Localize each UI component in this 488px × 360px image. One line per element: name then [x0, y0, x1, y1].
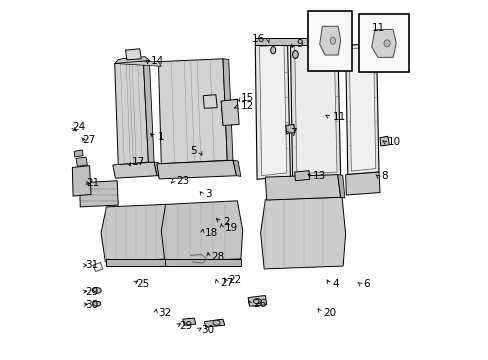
Polygon shape [161, 201, 242, 262]
Polygon shape [371, 30, 395, 57]
Text: 13: 13 [312, 171, 325, 181]
Text: 11: 11 [371, 23, 384, 33]
Bar [358, 14, 408, 72]
Polygon shape [154, 162, 161, 176]
Ellipse shape [383, 40, 389, 47]
Text: 25: 25 [136, 279, 149, 289]
Polygon shape [255, 41, 290, 179]
Polygon shape [164, 259, 241, 266]
Text: 27: 27 [220, 278, 233, 288]
Text: 26: 26 [253, 299, 266, 309]
Polygon shape [80, 181, 118, 207]
Text: 31: 31 [85, 260, 98, 270]
Text: 29: 29 [179, 321, 192, 331]
Text: 16: 16 [251, 35, 265, 44]
Text: 30: 30 [201, 325, 213, 335]
Polygon shape [115, 60, 161, 66]
Text: 12: 12 [241, 102, 254, 112]
Polygon shape [285, 125, 294, 134]
Text: 5: 5 [190, 146, 197, 156]
Polygon shape [294, 171, 309, 181]
Text: 22: 22 [228, 275, 241, 285]
Text: 21: 21 [86, 178, 99, 188]
Ellipse shape [270, 46, 275, 54]
Polygon shape [337, 175, 344, 198]
Text: 14: 14 [150, 56, 163, 66]
Polygon shape [115, 61, 148, 165]
Polygon shape [379, 136, 388, 146]
Text: 30: 30 [85, 300, 98, 310]
Text: 1: 1 [158, 132, 164, 142]
Polygon shape [223, 59, 233, 161]
Polygon shape [255, 39, 340, 45]
Polygon shape [319, 26, 340, 55]
Polygon shape [113, 162, 157, 178]
Ellipse shape [329, 37, 335, 44]
Polygon shape [125, 49, 141, 60]
Polygon shape [290, 39, 340, 177]
Polygon shape [221, 99, 239, 126]
Polygon shape [183, 318, 195, 325]
Text: 7: 7 [290, 128, 296, 138]
Ellipse shape [92, 288, 101, 293]
Text: 32: 32 [158, 308, 171, 318]
Text: 17: 17 [131, 157, 144, 167]
Text: 6: 6 [362, 279, 369, 289]
Polygon shape [204, 319, 224, 327]
Text: 29: 29 [85, 287, 98, 297]
Text: 18: 18 [204, 228, 218, 238]
Bar [308, 11, 351, 71]
Polygon shape [157, 160, 236, 179]
Polygon shape [115, 57, 149, 63]
Polygon shape [259, 44, 286, 176]
Ellipse shape [212, 320, 220, 325]
Polygon shape [294, 42, 336, 174]
Polygon shape [76, 157, 87, 166]
Text: 19: 19 [224, 224, 238, 233]
Text: 3: 3 [204, 189, 211, 199]
Text: 23: 23 [176, 176, 189, 186]
Polygon shape [247, 296, 266, 306]
Polygon shape [265, 175, 340, 200]
Polygon shape [74, 150, 83, 157]
Text: 28: 28 [211, 252, 224, 262]
Polygon shape [143, 61, 154, 163]
Polygon shape [72, 166, 91, 196]
Polygon shape [106, 259, 169, 266]
Ellipse shape [93, 301, 101, 306]
Text: 8: 8 [380, 171, 386, 181]
Text: 2: 2 [223, 217, 229, 227]
Text: 11: 11 [332, 112, 345, 122]
Text: 10: 10 [387, 138, 400, 147]
Ellipse shape [253, 299, 261, 304]
Text: 20: 20 [323, 308, 336, 318]
Text: 15: 15 [241, 93, 254, 103]
Polygon shape [260, 197, 345, 269]
Polygon shape [345, 43, 378, 175]
Text: 4: 4 [332, 279, 338, 289]
Text: 9: 9 [296, 39, 303, 49]
Polygon shape [345, 172, 379, 195]
Text: 24: 24 [72, 122, 85, 132]
Ellipse shape [292, 50, 298, 58]
Polygon shape [203, 95, 217, 108]
Polygon shape [348, 46, 375, 171]
Polygon shape [158, 59, 227, 164]
Text: 27: 27 [82, 135, 96, 145]
Polygon shape [233, 160, 241, 176]
Polygon shape [101, 204, 171, 262]
